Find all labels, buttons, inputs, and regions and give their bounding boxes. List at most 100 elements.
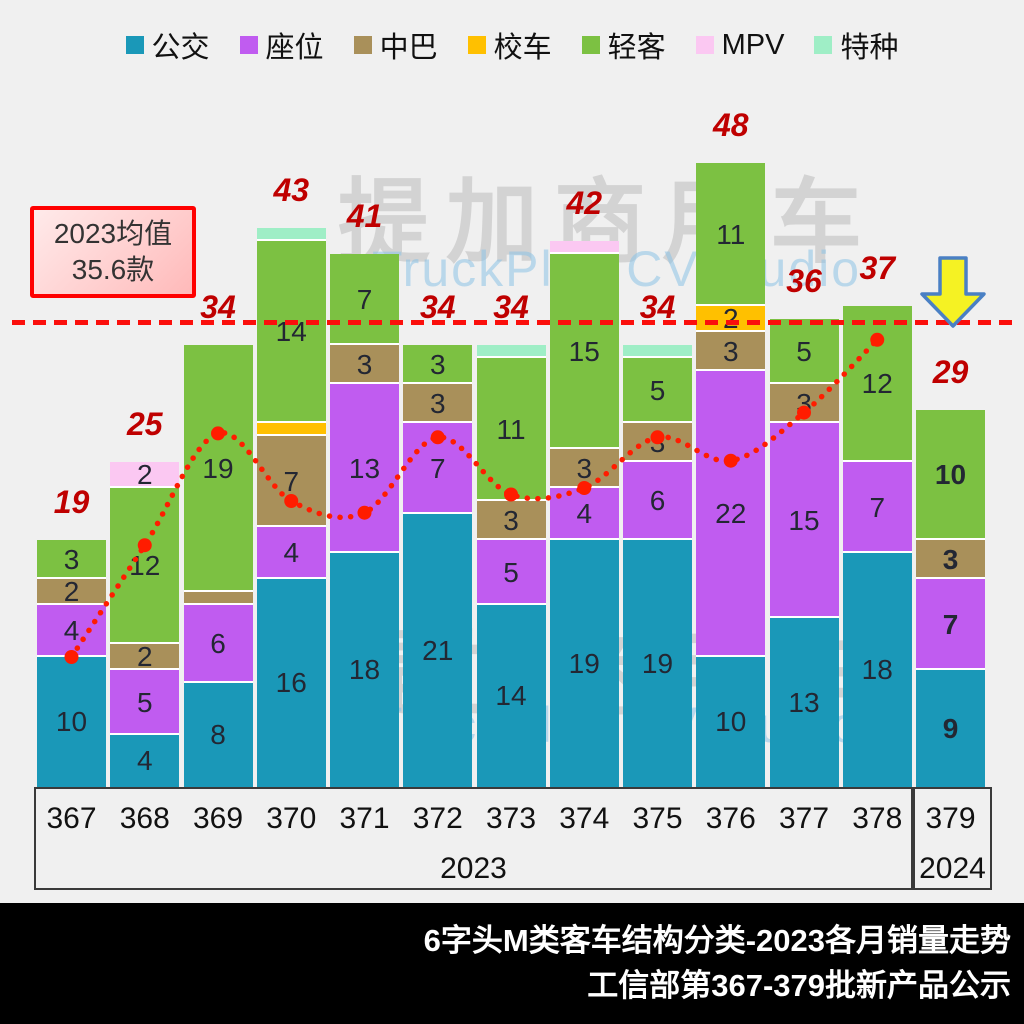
segment-lightvan-369: 19 [183, 345, 253, 592]
segment-lightvan-374: 15 [549, 254, 619, 449]
segment-seat-369: 6 [183, 605, 253, 683]
total-label-367: 19 [53, 484, 90, 520]
segment-midibus-375: 3 [623, 423, 692, 462]
x-axis-label-379: 379 [925, 802, 976, 835]
total-label-375: 34 [639, 289, 676, 325]
segment-special-375 [623, 345, 692, 358]
x-axis-label-371: 371 [339, 802, 390, 835]
segment-seat-374: 4 [549, 488, 619, 540]
segment-lightvan-372: 3 [403, 345, 473, 384]
segment-bus-377: 13 [769, 618, 839, 787]
legend-item-lightvan: 轻客 [581, 24, 666, 66]
down-arrow-icon [920, 256, 986, 328]
average-annotation-line1: 2023均值 [53, 217, 173, 249]
segment-lightvan-370: 14 [256, 241, 326, 423]
total-label-372: 34 [419, 289, 456, 325]
total-label-370: 43 [273, 172, 310, 208]
legend-item-mpv: MPV [695, 29, 784, 62]
segment-lightvan-377: 5 [769, 319, 839, 384]
segment-seat-371: 13 [330, 384, 399, 553]
x-axis-label-368: 368 [119, 802, 170, 835]
segment-bus-375: 19 [623, 540, 692, 787]
segment-bus-374: 19 [549, 540, 619, 787]
total-label-376: 48 [712, 107, 749, 143]
segment-midibus-372: 3 [403, 384, 473, 423]
segment-schoolbus-370 [256, 423, 326, 436]
segment-midibus-368: 2 [110, 643, 180, 671]
legend-swatch-schoolbus [467, 36, 486, 54]
legend-label-seat: 座位 [265, 32, 324, 64]
legend-swatch-midibus [353, 36, 372, 54]
legend-swatch-special [814, 36, 833, 54]
legend-label-midibus: 中巴 [379, 32, 438, 64]
total-label-377: 36 [786, 263, 822, 299]
total-label-371: 41 [346, 198, 383, 234]
segment-bus-368: 4 [110, 735, 180, 787]
total-label-374: 42 [566, 185, 603, 221]
x-axis-year-2023: 2023 [440, 852, 507, 885]
total-label-373: 34 [493, 289, 529, 325]
segment-mpv-374 [549, 241, 619, 254]
segment-midibus-377: 3 [769, 384, 839, 423]
segment-special-373 [476, 345, 546, 358]
chart-source: 工信部第367-379批新产品公示 [587, 967, 1011, 1003]
legend-label-special: 特种 [840, 32, 899, 64]
segment-bus-370: 16 [256, 579, 326, 787]
segment-midibus-370: 7 [256, 436, 326, 527]
x-axis-label-374: 374 [559, 802, 610, 835]
segment-bus-379: 9 [916, 670, 985, 787]
legend-item-schoolbus: 校车 [467, 24, 552, 66]
total-label-368: 25 [126, 406, 163, 442]
x-axis-label-375: 375 [632, 802, 683, 835]
segment-bus-376: 10 [696, 657, 766, 787]
segment-bus-373: 14 [476, 605, 546, 787]
average-dashed-line [12, 320, 1012, 325]
legend-label-schoolbus: 校车 [493, 32, 552, 64]
segment-seat-378: 7 [842, 462, 912, 553]
segment-lightvan-371: 7 [330, 254, 399, 345]
x-axis-label-373: 373 [485, 802, 537, 835]
segment-seat-370: 4 [256, 527, 326, 579]
legend-swatch-lightvan [581, 36, 600, 54]
legend-item-seat: 座位 [239, 24, 324, 66]
segment-midibus-371: 3 [330, 345, 399, 384]
legend-label-bus: 公交 [151, 32, 210, 64]
segment-lightvan-375: 5 [623, 358, 692, 423]
segment-lightvan-367: 3 [37, 540, 106, 579]
segment-seat-376: 22 [696, 371, 766, 657]
legend-item-special: 特种 [814, 24, 898, 66]
segment-bus-372: 21 [403, 514, 473, 787]
legend-item-midibus: 中巴 [353, 24, 438, 66]
x-axis-label-376: 376 [705, 802, 756, 835]
legend-label-lightvan: 轻客 [607, 32, 666, 64]
segment-lightvan-379: 10 [916, 410, 985, 540]
segment-midibus-373: 3 [476, 501, 546, 540]
segment-bus-371: 18 [330, 553, 399, 787]
segment-midibus-369 [183, 592, 253, 605]
x-axis-label-372: 372 [412, 802, 463, 835]
segment-bus-367: 10 [37, 657, 106, 787]
footer-title-band: 6字头M类客车结构分类-2023各月销量走势 工信部第367-379批新产品公示 [0, 903, 1024, 1024]
segment-mpv-368: 2 [110, 461, 180, 489]
legend-item-bus: 公交 [125, 24, 210, 66]
segment-bus-369: 8 [183, 683, 253, 787]
x-axis-label-370: 370 [266, 802, 317, 835]
x-axis-label-377: 377 [778, 802, 830, 835]
segment-lightvan-373: 11 [476, 358, 546, 501]
average-annotation-box: 2023均值 35.6款 [30, 206, 196, 298]
segment-schoolbus-376: 2 [696, 305, 766, 333]
segment-seat-379: 7 [916, 579, 985, 670]
total-label-378: 37 [859, 250, 896, 286]
segment-seat-375: 6 [623, 462, 692, 540]
segment-special-370 [256, 228, 326, 241]
segment-midibus-376: 3 [696, 332, 766, 371]
legend-swatch-mpv [695, 36, 714, 54]
segment-midibus-379: 3 [916, 540, 985, 579]
segment-midibus-367: 2 [37, 578, 106, 606]
legend-swatch-bus [125, 36, 144, 54]
segment-lightvan-376: 11 [696, 163, 766, 306]
total-label-379: 29 [932, 354, 969, 390]
average-annotation-line2: 35.6款 [71, 254, 155, 285]
segment-seat-377: 15 [769, 423, 839, 618]
